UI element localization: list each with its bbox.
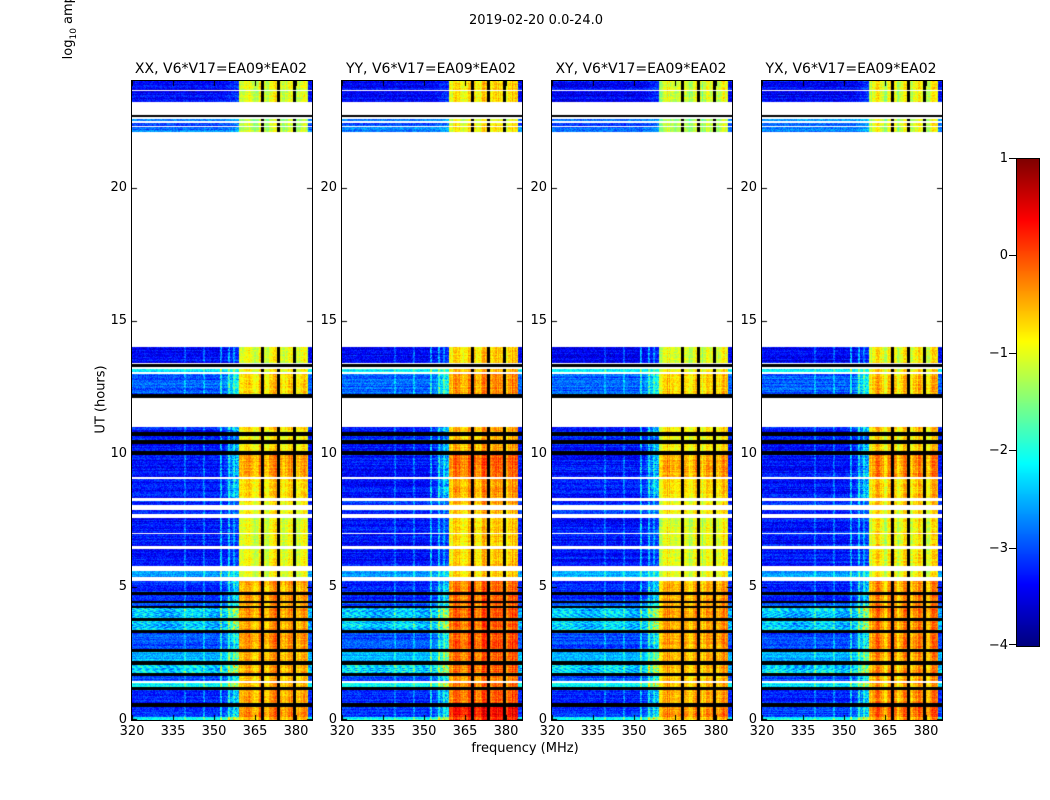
y-tick-label-xy-0: 0 — [538, 712, 547, 727]
colorbar-tick-label--1: −1 — [988, 346, 1008, 361]
colorbar-label-amplitude: amplitude — [61, 0, 76, 28]
y-tick-label-yy-10: 10 — [320, 446, 337, 461]
x-tick-label-xy-335: 335 — [580, 724, 606, 739]
spectrogram-panel-xy — [551, 80, 733, 721]
x-tick-label-yy-380: 380 — [493, 724, 519, 739]
y-tick-label-xx-10: 10 — [110, 446, 127, 461]
y-tick-label-xy-20: 20 — [530, 180, 547, 195]
colorbar-tick-mark--3 — [1009, 548, 1016, 549]
y-tick-label-yx-15: 15 — [740, 313, 757, 328]
x-tick-label-yx-320: 320 — [749, 724, 775, 739]
panel-title-xx: XX, V6*V17=EA09*EA02 — [134, 61, 308, 77]
y-tick-label-yy-5: 5 — [328, 579, 337, 594]
x-tick-label-yx-380: 380 — [913, 724, 939, 739]
spectrogram-xx-canvas — [132, 81, 312, 720]
spectrogram-xy-canvas — [552, 81, 732, 720]
colorbar — [1016, 158, 1040, 647]
y-tick-label-yx-20: 20 — [740, 180, 757, 195]
y-tick-label-xx-0: 0 — [118, 712, 127, 727]
y-tick-label-yx-0: 0 — [748, 712, 757, 727]
spectrogram-panel-yx — [761, 80, 943, 721]
y-tick-label-xy-15: 15 — [530, 313, 547, 328]
y-tick-label-xx-5: 5 — [118, 579, 127, 594]
spectrogram-panel-yy — [341, 80, 523, 721]
spectrogram-yx-canvas — [762, 81, 942, 720]
panel-title-yy: YY, V6*V17=EA09*EA02 — [345, 61, 517, 77]
colorbar-tick-mark--2 — [1009, 450, 1016, 451]
x-tick-label-xx-365: 365 — [242, 724, 268, 739]
panel-title-yx: YX, V6*V17=EA09*EA02 — [765, 61, 937, 77]
spectrogram-panel-xx — [131, 80, 313, 721]
colorbar-label-sub: 10 — [68, 28, 79, 40]
x-axis-label: frequency (MHz) — [471, 741, 579, 756]
colorbar-tick-mark--1 — [1009, 353, 1016, 354]
y-axis-label: UT (hours) — [93, 365, 109, 434]
colorbar-tick-mark-0 — [1009, 255, 1016, 256]
x-tick-label-yy-335: 335 — [370, 724, 396, 739]
x-tick-label-xy-365: 365 — [662, 724, 688, 739]
y-tick-label-yy-20: 20 — [320, 180, 337, 195]
x-tick-label-xx-350: 350 — [201, 724, 227, 739]
colorbar-tick-mark--4 — [1009, 644, 1016, 645]
y-tick-label-yy-0: 0 — [328, 712, 337, 727]
x-tick-label-yy-365: 365 — [452, 724, 478, 739]
spectrogram-yy-canvas — [342, 81, 522, 720]
y-tick-label-xx-15: 15 — [110, 313, 127, 328]
x-tick-label-yx-335: 335 — [790, 724, 816, 739]
figure-title: 2019-02-20 0.0-24.0 — [469, 13, 603, 28]
colorbar-tick-label-1: 1 — [999, 151, 1008, 166]
x-tick-label-xx-320: 320 — [119, 724, 145, 739]
colorbar-tick-label--4: −4 — [988, 638, 1008, 653]
colorbar-label: log10 amplitude — [61, 0, 79, 79]
y-tick-label-xx-20: 20 — [110, 180, 127, 195]
x-tick-label-yx-350: 350 — [831, 724, 857, 739]
x-tick-label-yy-320: 320 — [329, 724, 355, 739]
y-tick-label-xy-5: 5 — [538, 579, 547, 594]
x-tick-label-xy-320: 320 — [539, 724, 565, 739]
x-tick-label-xx-335: 335 — [160, 724, 186, 739]
colorbar-label-log: log — [61, 39, 77, 60]
x-tick-label-xx-380: 380 — [283, 724, 309, 739]
x-tick-label-xy-350: 350 — [621, 724, 647, 739]
x-tick-label-yx-365: 365 — [872, 724, 898, 739]
panel-title-xy: XY, V6*V17=EA09*EA02 — [555, 61, 727, 77]
y-tick-label-xy-10: 10 — [530, 446, 547, 461]
x-tick-label-yy-350: 350 — [411, 724, 437, 739]
colorbar-tick-mark-1 — [1009, 158, 1016, 159]
colorbar-tick-label--3: −3 — [988, 541, 1008, 556]
x-tick-label-xy-380: 380 — [703, 724, 729, 739]
colorbar-tick-label-0: 0 — [999, 248, 1008, 263]
y-tick-label-yx-10: 10 — [740, 446, 757, 461]
y-tick-label-yx-5: 5 — [748, 579, 757, 594]
y-tick-label-yy-15: 15 — [320, 313, 337, 328]
colorbar-tick-label--2: −2 — [988, 443, 1008, 458]
colorbar-canvas — [1017, 159, 1039, 646]
